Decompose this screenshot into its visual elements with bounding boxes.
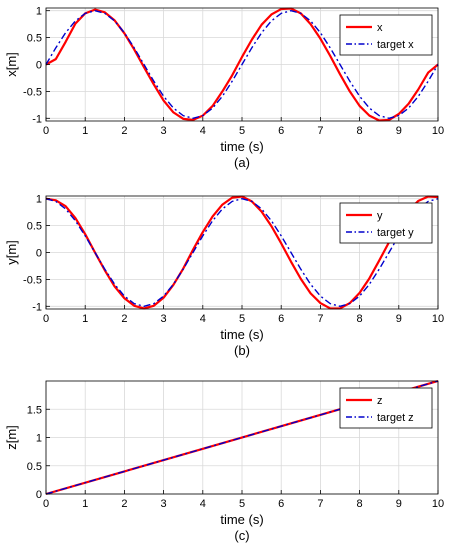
y-tick-label: 1 bbox=[36, 6, 42, 18]
x-tick-label: 5 bbox=[239, 498, 245, 510]
x-tick-label: 8 bbox=[357, 313, 363, 325]
x-tick-label: 3 bbox=[161, 498, 167, 510]
x-tick-label: 0 bbox=[43, 498, 49, 510]
x-tick-label: 10 bbox=[432, 313, 444, 325]
legend: y target y bbox=[339, 202, 433, 244]
y-tick-label: -1 bbox=[32, 113, 42, 125]
x-tick-label: 4 bbox=[200, 313, 206, 325]
x-tick-label: 10 bbox=[432, 498, 444, 510]
legend-box bbox=[339, 202, 433, 244]
x-tick-label: 9 bbox=[396, 498, 402, 510]
x-tick-label: 4 bbox=[200, 498, 206, 510]
legend-label: target x bbox=[377, 39, 414, 51]
y-axis-label: y[m] bbox=[4, 240, 19, 265]
x-tick-label: 2 bbox=[121, 313, 127, 325]
x-tick-label: 9 bbox=[396, 125, 402, 137]
legend-label: z bbox=[377, 395, 383, 407]
y-tick-label: 0 bbox=[36, 489, 42, 501]
x-tick-label: 1 bbox=[82, 498, 88, 510]
legend-box bbox=[339, 387, 433, 429]
x-tick-label: 7 bbox=[317, 313, 323, 325]
panel-label: (b) bbox=[234, 343, 250, 358]
y-tick-label: 0.5 bbox=[27, 461, 42, 473]
x-tick-label: 0 bbox=[43, 313, 49, 325]
x-tick-label: 3 bbox=[161, 313, 167, 325]
legend-label: y bbox=[377, 210, 383, 222]
y-tick-label: -0.5 bbox=[23, 86, 42, 98]
y-tick-label: 0.5 bbox=[27, 221, 42, 233]
x-tick-label: 7 bbox=[317, 125, 323, 137]
x-tick-label: 1 bbox=[82, 125, 88, 137]
x-tick-label: 7 bbox=[317, 498, 323, 510]
x-tick-label: 0 bbox=[43, 125, 49, 137]
y-tick-label: 1 bbox=[36, 433, 42, 445]
x-tick-label: 2 bbox=[121, 498, 127, 510]
chart-panel-1: 0 1 2 3 4 5 6 7 8 9 10 -1 -0.5 0 0.5 1 time (s)(b) y[m] yt… bbox=[4, 194, 444, 358]
series-line-target-y bbox=[45, 197, 439, 308]
panel-label: (c) bbox=[234, 528, 249, 543]
panel-label: (a) bbox=[234, 155, 250, 170]
x-tick-label: 3 bbox=[161, 125, 167, 137]
x-tick-label: 8 bbox=[357, 498, 363, 510]
x-tick-label: 4 bbox=[200, 125, 206, 137]
x-tick-label: 1 bbox=[82, 313, 88, 325]
legend: z target z bbox=[339, 387, 433, 429]
x-tick-label: 6 bbox=[278, 125, 284, 137]
legend-box bbox=[339, 14, 433, 56]
x-tick-label: 9 bbox=[396, 313, 402, 325]
y-tick-label: -1 bbox=[32, 301, 42, 313]
y-tick-label: 0.5 bbox=[27, 33, 42, 45]
series-line-target-x bbox=[45, 9, 439, 120]
x-tick-label: 10 bbox=[432, 125, 444, 137]
x-tick-label: 5 bbox=[239, 313, 245, 325]
chart-panel-2: 0 1 2 3 4 5 6 7 8 9 10 0 0.5 1 1.5 time (s)(c) z[m] z targ… bbox=[4, 379, 444, 543]
y-tick-label: 0 bbox=[36, 248, 42, 260]
x-tick-label: 6 bbox=[278, 313, 284, 325]
x-axis-label: time (s) bbox=[220, 512, 263, 527]
legend-label: x bbox=[377, 22, 383, 34]
series-line-y bbox=[45, 195, 439, 310]
legend-label: target y bbox=[377, 227, 414, 239]
y-tick-label: 0 bbox=[36, 60, 42, 72]
x-axis-label: time (s) bbox=[220, 139, 263, 154]
x-tick-label: 5 bbox=[239, 125, 245, 137]
chart-panel-0: 0 1 2 3 4 5 6 7 8 9 10 -1 -0.5 0 0.5 1 time (s)(a) x[m] xt… bbox=[4, 6, 444, 170]
y-tick-label: 1.5 bbox=[27, 404, 42, 416]
x-tick-label: 8 bbox=[357, 125, 363, 137]
legend: x target x bbox=[339, 14, 433, 56]
x-tick-label: 6 bbox=[278, 498, 284, 510]
y-tick-label: -0.5 bbox=[23, 274, 42, 286]
legend-label: target z bbox=[377, 412, 414, 424]
y-tick-label: 1 bbox=[36, 194, 42, 206]
x-axis-label: time (s) bbox=[220, 327, 263, 342]
x-tick-label: 2 bbox=[121, 125, 127, 137]
y-axis-label: x[m] bbox=[4, 52, 19, 77]
y-axis-label: z[m] bbox=[4, 425, 19, 450]
